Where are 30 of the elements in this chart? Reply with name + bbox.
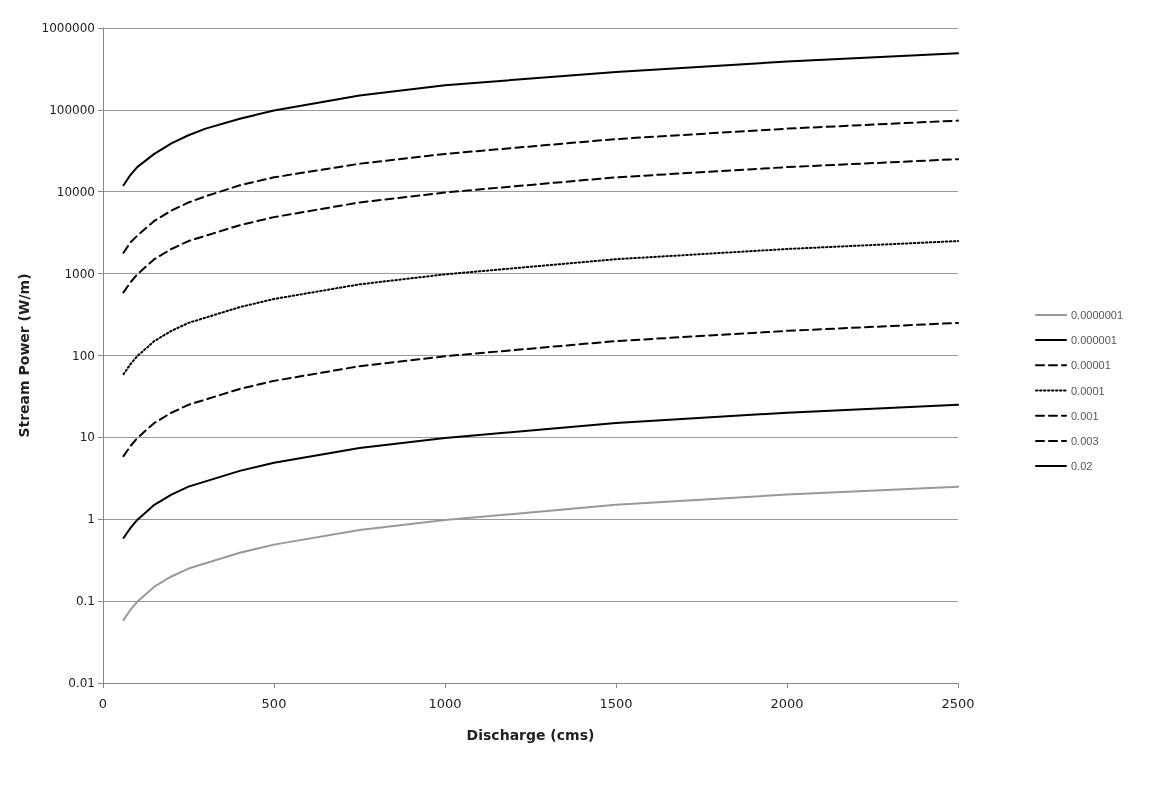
- y-tick-label: 100: [72, 348, 95, 363]
- legend-label: 0.00001: [1071, 359, 1111, 372]
- y-tick-label: 0.01: [68, 676, 95, 690]
- line-series: [122, 240, 959, 376]
- y-tick-label: 1000000: [41, 21, 95, 35]
- legend-label: 0.003: [1071, 434, 1099, 447]
- y-tick-label: 1: [87, 512, 95, 527]
- line-series: [122, 403, 959, 540]
- line-series: [122, 321, 959, 458]
- x-tick-label: 2000: [770, 696, 804, 711]
- x-tick-label: 0: [98, 696, 108, 711]
- y-axis-title: Stream Power (W/m): [15, 273, 32, 438]
- x-tick-label: 1500: [599, 696, 633, 711]
- x-tick-label: 1000: [428, 696, 462, 711]
- line-series: [122, 52, 959, 187]
- x-axis-title: Discharge (cms): [466, 727, 595, 743]
- legend-label: 0.000001: [1071, 334, 1117, 347]
- line-series: [122, 119, 959, 254]
- legend-label: 0.0000001: [1071, 308, 1123, 321]
- y-tick-label: 10: [79, 430, 95, 445]
- y-tick-label: 1000: [64, 266, 95, 281]
- legend-label: 0.0001: [1071, 384, 1105, 397]
- y-tick-label: 0.1: [75, 594, 95, 609]
- legend-label: 0.02: [1071, 460, 1093, 473]
- y-tick-label: 10000: [56, 184, 95, 199]
- x-tick-label: 500: [261, 696, 287, 711]
- legend-label: 0.001: [1071, 409, 1099, 422]
- x-tick-label: 2500: [941, 696, 975, 711]
- y-tick-label: 100000: [49, 102, 95, 117]
- line-series: [122, 158, 959, 294]
